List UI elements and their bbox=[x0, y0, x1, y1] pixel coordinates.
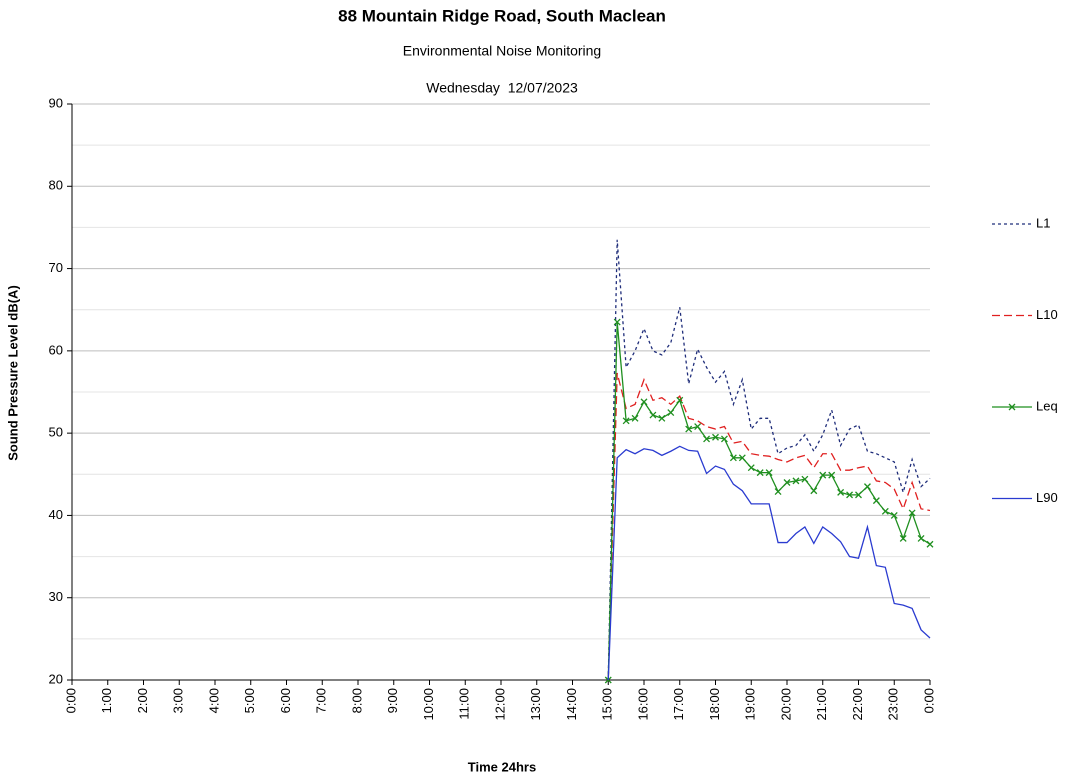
marker bbox=[926, 540, 934, 548]
series-line bbox=[607, 239, 931, 681]
marker bbox=[631, 414, 639, 422]
marker bbox=[676, 396, 684, 404]
marker bbox=[729, 454, 737, 462]
y-tick-label: 30 bbox=[49, 589, 63, 604]
legend-label: L10 bbox=[1036, 307, 1058, 322]
x-tick-label: 4:00 bbox=[206, 688, 221, 713]
x-tick-label: 3:00 bbox=[171, 688, 186, 713]
x-tick-label: 15:00 bbox=[600, 688, 615, 721]
x-tick-label: 18:00 bbox=[707, 688, 722, 721]
marker bbox=[703, 435, 711, 443]
marker bbox=[801, 475, 809, 483]
marker bbox=[890, 511, 898, 519]
y-tick-label: 50 bbox=[49, 425, 63, 440]
marker bbox=[828, 471, 836, 479]
x-tick-label: 17:00 bbox=[671, 688, 686, 721]
marker bbox=[712, 433, 719, 441]
marker bbox=[774, 488, 782, 496]
marker bbox=[819, 471, 827, 479]
x-tick-label: 0:00 bbox=[63, 688, 78, 713]
x-tick-label: 5:00 bbox=[242, 688, 257, 713]
chart-title: 88 Mountain Ridge Road, South Maclean bbox=[338, 6, 666, 25]
marker bbox=[765, 469, 773, 477]
legend-label: L90 bbox=[1036, 490, 1058, 505]
legend-label: L1 bbox=[1036, 215, 1050, 230]
x-tick-label: 16:00 bbox=[635, 688, 650, 721]
x-tick-label: 1:00 bbox=[99, 688, 114, 713]
series-line bbox=[607, 372, 931, 681]
x-tick-label: 23:00 bbox=[886, 688, 901, 721]
x-tick-label: 22:00 bbox=[850, 688, 865, 721]
marker bbox=[622, 417, 630, 425]
x-axis-label: Time 24hrs bbox=[468, 759, 536, 774]
x-tick-label: 9:00 bbox=[385, 688, 400, 713]
marker bbox=[792, 477, 800, 485]
x-tick-label: 10:00 bbox=[421, 688, 436, 721]
marker bbox=[837, 488, 845, 496]
series-line bbox=[607, 321, 931, 681]
marker bbox=[756, 469, 764, 477]
y-tick-label: 40 bbox=[49, 507, 63, 522]
x-tick-label: 2:00 bbox=[135, 688, 150, 713]
x-tick-label: 20:00 bbox=[778, 688, 793, 721]
marker bbox=[694, 423, 702, 431]
marker bbox=[872, 497, 880, 505]
x-tick-label: 19:00 bbox=[743, 688, 758, 721]
y-tick-label: 80 bbox=[49, 178, 63, 193]
marker bbox=[881, 507, 889, 515]
marker bbox=[855, 491, 862, 499]
marker bbox=[908, 509, 916, 517]
marker bbox=[899, 535, 907, 542]
marker bbox=[685, 425, 693, 433]
marker bbox=[810, 487, 818, 495]
x-tick-label: 6:00 bbox=[278, 688, 293, 713]
x-tick-label: 8:00 bbox=[349, 688, 364, 713]
series-line bbox=[607, 445, 931, 681]
y-tick-label: 60 bbox=[49, 342, 63, 357]
marker bbox=[846, 491, 854, 499]
x-tick-label: 11:00 bbox=[457, 688, 472, 720]
x-tick-label: 14:00 bbox=[564, 688, 579, 721]
marker bbox=[747, 464, 755, 472]
marker bbox=[738, 454, 746, 462]
marker bbox=[649, 411, 657, 419]
legend-label: Leq bbox=[1036, 398, 1058, 413]
marker bbox=[720, 435, 728, 443]
marker bbox=[783, 479, 791, 486]
y-tick-label: 70 bbox=[49, 260, 63, 275]
x-tick-label: 0:00 bbox=[921, 688, 936, 713]
x-tick-label: 13:00 bbox=[528, 688, 543, 721]
marker bbox=[917, 535, 925, 542]
marker bbox=[640, 398, 648, 406]
x-tick-label: 12:00 bbox=[492, 688, 507, 721]
marker bbox=[658, 414, 666, 422]
date-label: Wednesday 12/07/2023 bbox=[426, 80, 578, 96]
marker bbox=[613, 318, 621, 326]
legend-marker bbox=[1008, 403, 1016, 411]
x-tick-label: 7:00 bbox=[314, 688, 329, 713]
chart-subtitle: Environmental Noise Monitoring bbox=[403, 43, 601, 59]
y-tick-label: 90 bbox=[49, 95, 63, 110]
y-axis-label: Sound Pressure Level dB(A) bbox=[5, 285, 20, 461]
marker bbox=[863, 483, 871, 491]
x-tick-label: 21:00 bbox=[814, 688, 829, 721]
marker bbox=[667, 409, 675, 417]
y-tick-label: 20 bbox=[49, 671, 63, 686]
